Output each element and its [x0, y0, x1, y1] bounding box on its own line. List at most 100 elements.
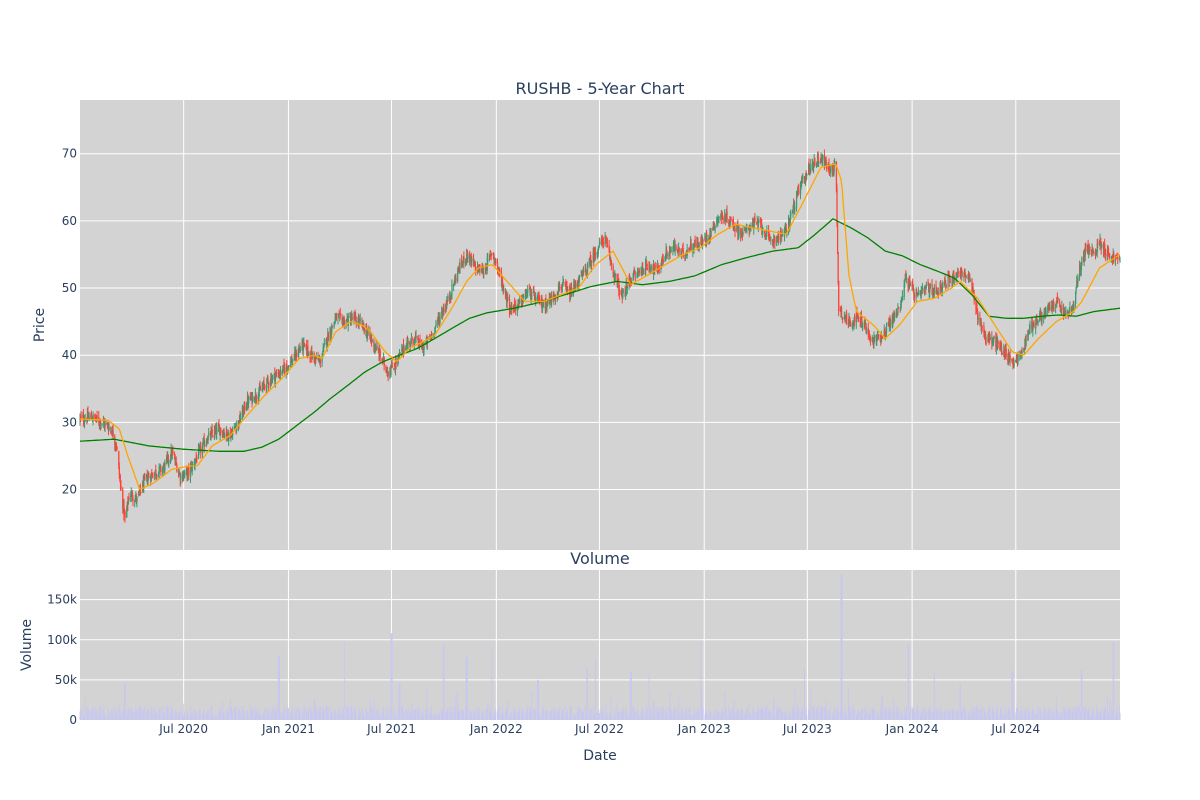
- volume-bar: [891, 710, 893, 720]
- volume-bar: [310, 706, 312, 720]
- candle-body: [211, 429, 213, 435]
- volume-bar: [524, 714, 526, 720]
- candle-body: [502, 282, 504, 283]
- volume-bar: [614, 712, 616, 720]
- candle-body: [130, 492, 132, 498]
- volume-bar: [937, 708, 939, 720]
- volume-bar: [833, 716, 835, 720]
- volume-bar: [949, 711, 951, 720]
- volume-bar: [188, 716, 190, 720]
- volume-bar: [473, 710, 475, 720]
- volume-bar: [366, 711, 368, 720]
- volume-bar: [1044, 714, 1046, 720]
- volume-bar: [514, 707, 516, 720]
- volume-bar: [590, 710, 592, 720]
- volume-bar: [406, 713, 408, 720]
- volume-bar: [154, 705, 156, 720]
- volume-bar: [752, 708, 754, 720]
- candle-body: [523, 296, 525, 298]
- volume-bar: [114, 710, 116, 720]
- volume-bar: [690, 716, 692, 720]
- volume-bar: [195, 710, 197, 720]
- volume-bar: [654, 706, 656, 720]
- volume-bar: [673, 709, 674, 720]
- volume-bar: [442, 643, 444, 720]
- volume-bar: [417, 706, 419, 720]
- volume-bar: [785, 716, 787, 720]
- volume-bar: [335, 713, 337, 720]
- volume-bar: [853, 711, 855, 720]
- volume-bar: [720, 713, 722, 720]
- candle-body: [451, 284, 453, 295]
- candle-body: [784, 228, 786, 237]
- candle-body: [742, 231, 744, 235]
- volume-bar: [1097, 713, 1099, 720]
- volume-bar: [126, 712, 128, 720]
- volume-bar: [184, 716, 186, 720]
- volume-bar: [637, 709, 639, 720]
- candle-body: [972, 287, 974, 292]
- candle-body: [508, 298, 511, 312]
- volume-bar: [374, 707, 375, 720]
- candle-body: [155, 469, 157, 476]
- volume-bar: [1032, 708, 1034, 720]
- volume-bar: [530, 711, 532, 720]
- volume-bar: [1099, 709, 1100, 720]
- volume-bar: [898, 713, 899, 720]
- volume-bar: [266, 707, 268, 720]
- volume-bar: [992, 706, 993, 720]
- volume-bar: [605, 713, 607, 720]
- volume-bar: [921, 708, 923, 720]
- volume-bar: [665, 715, 666, 720]
- candle-body: [1037, 320, 1039, 324]
- volume-bar: [845, 716, 847, 720]
- volume-bar: [1052, 711, 1054, 720]
- volume-bar: [378, 710, 379, 720]
- volume-bar: [513, 708, 514, 720]
- volume-bar: [537, 679, 539, 720]
- volume-bar: [827, 709, 829, 720]
- candle-body: [283, 367, 286, 373]
- volume-bar: [87, 706, 88, 720]
- volume-bar: [744, 714, 746, 720]
- candle-body: [407, 340, 409, 345]
- volume-bar: [543, 706, 545, 720]
- volume-bar: [971, 713, 973, 720]
- volume-bar: [252, 708, 254, 720]
- volume-bar: [830, 715, 832, 720]
- volume-bar: [587, 667, 588, 720]
- candle-body: [147, 478, 149, 485]
- volume-bar: [668, 706, 670, 720]
- candle-body: [124, 511, 126, 518]
- candle-body: [1057, 297, 1059, 301]
- candle-body: [1081, 257, 1083, 266]
- volume-bar: [604, 703, 606, 720]
- volume-bar: [1019, 711, 1021, 720]
- volume-bar: [135, 715, 137, 720]
- volume-bar: [454, 706, 456, 720]
- volume-bar: [280, 711, 281, 720]
- volume-bar: [810, 689, 812, 720]
- volume-bar: [540, 716, 542, 720]
- volume-bar: [1076, 707, 1078, 720]
- candle-body: [572, 290, 574, 297]
- candle-body: [726, 211, 728, 223]
- volume-bar: [221, 701, 223, 720]
- volume-bar: [728, 714, 730, 720]
- candle-body: [798, 189, 800, 194]
- volume-bar: [120, 713, 122, 720]
- volume-bar: [104, 714, 106, 720]
- volume-bar: [1087, 708, 1089, 720]
- volume-bar: [677, 716, 678, 720]
- volume-bar: [886, 708, 887, 720]
- candle-body: [426, 337, 429, 344]
- volume-bar: [494, 715, 496, 720]
- volume-bar: [548, 714, 550, 720]
- volume-bar: [701, 705, 703, 720]
- candle-body: [729, 219, 732, 226]
- volume-bar: [936, 715, 938, 720]
- candle-body: [1025, 335, 1027, 346]
- volume-bar: [645, 706, 647, 720]
- price-y-tick-label: 60: [62, 214, 77, 228]
- volume-bar: [900, 711, 902, 720]
